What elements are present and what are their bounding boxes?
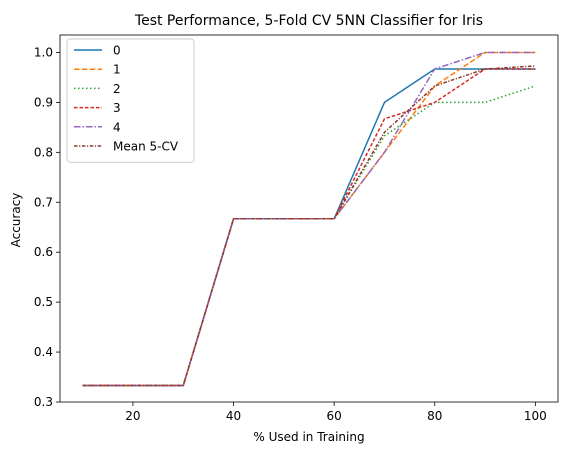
x-tick-label: 20 [125,409,140,423]
x-tick-label: 80 [427,409,442,423]
y-tick-label: 0.6 [34,245,53,259]
x-tick-label: 100 [524,409,547,423]
x-tick-label: 60 [327,409,342,423]
legend-label-3: 3 [113,101,121,115]
y-tick-label: 0.8 [34,145,53,159]
y-tick-label: 0.3 [34,395,53,409]
y-tick-label: 1.0 [34,45,53,59]
x-axis-label: % Used in Training [253,430,364,444]
series-line-5 [82,65,536,387]
legend-label-2: 2 [113,82,121,96]
series-layer [82,51,536,387]
y-axis-label: Accuracy [9,193,23,248]
y-tick-label: 0.7 [34,195,53,209]
legend-label-4: 4 [113,120,121,134]
legend-label-5: Mean 5-CV [113,140,179,154]
chart-title: Test Performance, 5-Fold CV 5NN Classifi… [134,13,483,29]
y-tick-label: 0.5 [34,295,53,309]
legend-label-1: 1 [113,63,121,77]
y-tick-label: 0.4 [34,345,53,359]
legend: 0 1 2 3 4 Mean 5-CV [66,38,195,163]
legend-label-0: 0 [113,44,121,58]
y-tick-label: 0.9 [34,95,53,109]
x-tick-label: 40 [226,409,241,423]
plot-frame [59,34,559,403]
